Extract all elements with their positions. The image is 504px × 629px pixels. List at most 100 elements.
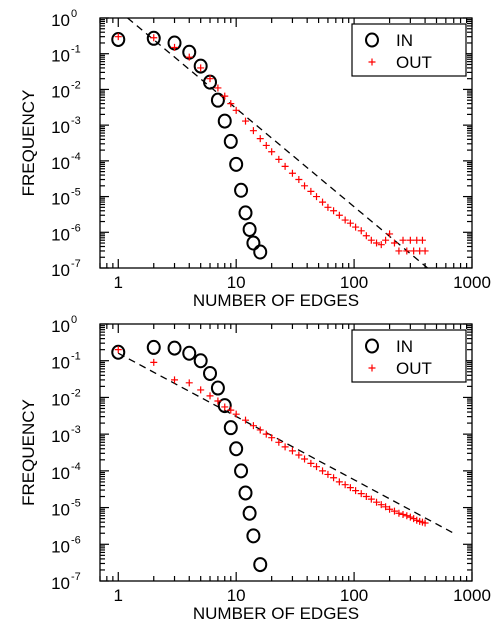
y-axis-label: FREQUENCY — [19, 90, 38, 197]
y-tick-exponent: -3 — [71, 424, 81, 436]
data-point-out — [301, 455, 309, 463]
plot-frame — [99, 17, 473, 269]
series-in — [111, 339, 268, 573]
data-point-out — [390, 239, 398, 247]
x-tick-label: 10 — [227, 586, 246, 605]
data-point-in — [223, 133, 238, 149]
data-point-in — [111, 344, 126, 360]
x-tick-label: 1000 — [453, 586, 491, 605]
data-point-in — [210, 380, 225, 396]
data-point-out — [288, 447, 296, 455]
x-tick-label: 100 — [340, 273, 368, 292]
data-point-in — [253, 557, 268, 573]
y-tick-exponent: -6 — [71, 222, 81, 234]
data-point-out — [114, 346, 122, 354]
data-point-out — [185, 53, 193, 61]
y-tick-label: 10 — [51, 11, 70, 30]
data-point-in — [238, 485, 253, 501]
data-point-out — [307, 187, 315, 195]
x-axis-label: NUMBER OF EDGES — [193, 604, 359, 623]
data-point-in — [182, 345, 197, 361]
data-point-out — [268, 148, 276, 156]
data-point-out — [256, 426, 264, 434]
data-point-in — [238, 205, 253, 221]
y-tick-exponent: 0 — [71, 314, 77, 326]
series-in — [111, 30, 268, 260]
data-point-out — [319, 198, 327, 206]
data-point-out — [346, 219, 354, 227]
y-tick-base: 10 — [51, 118, 70, 137]
data-point-out — [330, 474, 338, 482]
data-point-out — [367, 495, 375, 503]
data-point-out — [232, 106, 240, 114]
legend-label-in: IN — [396, 31, 413, 50]
data-point-out — [335, 478, 343, 486]
data-point-out — [410, 247, 418, 255]
data-point-out — [421, 519, 429, 527]
data-point-out — [206, 75, 214, 83]
data-point-out — [313, 463, 321, 471]
data-point-in — [229, 156, 244, 172]
data-point-in — [246, 235, 261, 251]
data-point-out — [399, 236, 407, 244]
data-point-out — [324, 470, 332, 478]
data-point-out — [399, 510, 407, 518]
data-point-out — [406, 236, 414, 244]
data-point-out — [319, 467, 327, 475]
legend: IN OUT — [351, 329, 467, 383]
data-point-in — [193, 353, 208, 369]
legend-marker-out — [368, 58, 376, 66]
data-point-out — [150, 358, 158, 366]
y-tick-label: 10 — [51, 154, 70, 173]
y-tick-label: 10 — [51, 574, 70, 593]
data-point-in — [203, 365, 218, 381]
y-tick-base: 10 — [51, 537, 70, 556]
y-tick-label: 10 — [51, 261, 70, 280]
y-tick-exponent: -1 — [71, 351, 81, 363]
data-point-out — [275, 155, 283, 163]
data-point-out — [357, 490, 365, 498]
legend-label-out: OUT — [396, 53, 432, 72]
data-point-out — [197, 386, 205, 394]
y-tick-exponent: -5 — [71, 187, 81, 199]
data-point-out — [214, 397, 222, 405]
y-tick-exponent: 0 — [71, 8, 77, 20]
data-point-out — [362, 232, 370, 240]
plot-area — [111, 18, 429, 268]
data-point-out — [281, 162, 289, 170]
data-point-out — [197, 64, 205, 72]
data-point-out — [295, 176, 303, 184]
y-tick-base: 10 — [51, 82, 70, 101]
data-point-out — [242, 117, 250, 125]
y-tick-base: 10 — [51, 427, 70, 446]
data-point-out — [367, 236, 375, 244]
y-tick-base: 10 — [51, 501, 70, 520]
y-tick-label: 10 — [51, 47, 70, 66]
y-tick-label: 10 — [51, 118, 70, 137]
y-tick-exponent: -2 — [71, 387, 81, 399]
y-tick-label: 10 — [51, 537, 70, 556]
y-tick-label: 10 — [51, 317, 70, 336]
data-point-out — [262, 141, 270, 149]
y-tick-base: 10 — [51, 354, 70, 373]
data-point-out — [386, 505, 394, 513]
y-tick-label: 10 — [51, 464, 70, 483]
y-tick-exponent: -1 — [71, 44, 81, 56]
data-point-out — [406, 513, 414, 521]
data-point-out — [249, 422, 257, 430]
data-point-out — [390, 507, 398, 515]
x-tick-label: 100 — [340, 586, 368, 605]
data-point-out — [214, 84, 222, 92]
data-point-in — [223, 420, 238, 436]
y-tick-base: 10 — [51, 154, 70, 173]
data-point-out — [232, 410, 240, 418]
y-tick-label: 10 — [51, 225, 70, 244]
data-point-out — [313, 193, 321, 201]
y-tick-base: 10 — [51, 225, 70, 244]
legend-label-in: IN — [396, 337, 413, 356]
y-tick-base: 10 — [51, 47, 70, 66]
data-point-out — [221, 403, 229, 411]
series-out — [114, 346, 429, 527]
data-point-out — [256, 135, 264, 143]
